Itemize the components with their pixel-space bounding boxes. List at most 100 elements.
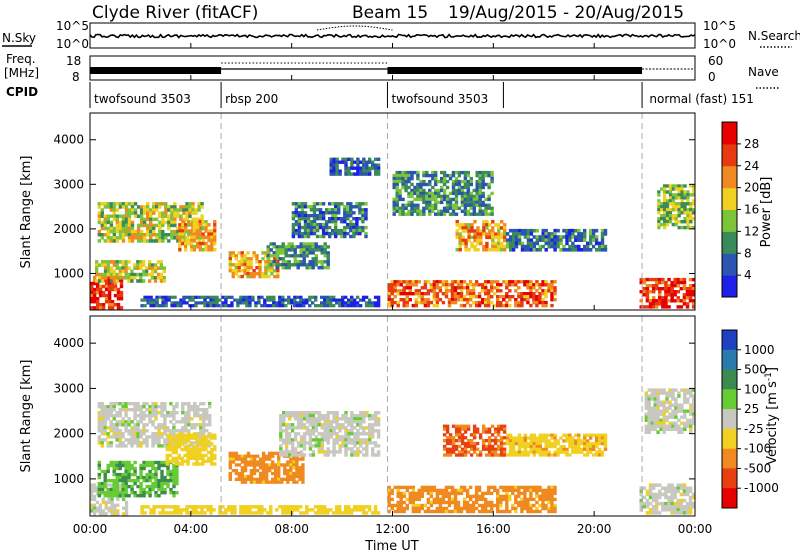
heatmap-cell (514, 289, 518, 293)
heatmap-cell (505, 283, 509, 287)
heatmap-cell (419, 209, 423, 213)
heatmap-cell (591, 232, 596, 236)
heatmap-cell (514, 241, 519, 246)
heatmap-cell (441, 497, 446, 502)
heatmap-cell (468, 280, 473, 284)
heatmap-cell (302, 254, 306, 258)
heatmap-cell (490, 450, 495, 454)
heatmap-cell (151, 420, 155, 424)
heatmap-cell (302, 447, 307, 451)
heatmap-cell (255, 257, 259, 261)
heatmap-cell (469, 200, 473, 205)
heatmap-cell (387, 491, 391, 496)
heatmap-cell (547, 488, 551, 493)
heatmap-cell (292, 466, 296, 470)
heatmap-cell (529, 303, 533, 308)
heatmap-cell (329, 435, 333, 439)
heatmap-cell (192, 244, 197, 249)
heatmap-cell (149, 295, 153, 299)
heatmap-cell (189, 223, 194, 227)
heatmap-cell (674, 222, 678, 227)
heatmap-cell (183, 436, 187, 440)
heatmap-cell (98, 303, 103, 307)
heatmap-cell (550, 494, 554, 499)
heatmap-cell (425, 203, 429, 207)
heatmap-cell (299, 304, 303, 308)
heatmap-cell (544, 445, 548, 449)
heatmap-cell (514, 303, 518, 308)
heatmap-cell (679, 305, 684, 309)
heatmap-cell (317, 411, 321, 415)
heatmap-cell (346, 211, 350, 215)
heatmap-cell (365, 163, 369, 167)
heatmap-cell (317, 248, 321, 252)
heatmap-cell (163, 429, 167, 433)
heatmap-cell (550, 488, 554, 493)
heatmap-cell (664, 290, 668, 294)
heatmap-cell (300, 231, 305, 236)
heatmap-cell (277, 474, 281, 479)
heatmap-cell (97, 435, 101, 439)
heatmap-cell (166, 484, 170, 489)
heatmap-cell (300, 205, 305, 209)
heatmap-cell (437, 188, 441, 193)
heatmap-cell (118, 272, 122, 277)
heatmap-cell (413, 197, 417, 202)
heatmap-cell (161, 214, 165, 218)
heatmap-cell (682, 293, 687, 297)
heatmap-cell (278, 298, 282, 302)
heatmap-cell (190, 408, 194, 412)
heatmap-cell (663, 184, 667, 188)
heatmap-cell (343, 234, 347, 239)
heatmap-cell (517, 494, 521, 499)
heatmap-cell (115, 260, 119, 264)
heatmap-cell (523, 235, 528, 239)
heatmap-cell (393, 283, 397, 287)
heatmap-cell (676, 290, 680, 294)
heatmap-cell (371, 414, 375, 418)
heatmap-cell (174, 448, 178, 452)
heatmap-cell (484, 500, 488, 505)
heatmap-cell (346, 222, 350, 227)
heatmap-cell (484, 509, 488, 514)
heatmap-cell (423, 280, 428, 284)
heatmap-cell (295, 474, 299, 479)
heatmap-cell (103, 469, 107, 474)
heatmap-cell (689, 208, 693, 212)
heatmap-cell (252, 463, 257, 467)
heatmap-cell (290, 453, 295, 457)
heatmap-cell (505, 453, 510, 457)
heatmap-cell (464, 241, 468, 246)
heatmap-cell (334, 217, 338, 221)
heatmap-cell (248, 295, 252, 299)
heatmap-cell (261, 460, 266, 464)
heatmap-cell (297, 234, 302, 239)
heatmap-cell (115, 429, 119, 433)
heatmap-cell (481, 286, 485, 290)
heatmap-cell (106, 202, 110, 206)
heatmap-cell (682, 296, 687, 300)
heatmap-cell (529, 442, 534, 446)
heatmap-cell (660, 222, 664, 227)
heatmap-cell (314, 429, 319, 433)
heatmap-cell (161, 304, 165, 308)
heatmap-cell (553, 488, 557, 493)
heatmap-cell (118, 226, 123, 231)
heatmap-cell (429, 494, 434, 499)
heatmap-cell (290, 245, 294, 249)
heatmap-cell (195, 220, 199, 224)
heatmap-cell (296, 254, 300, 258)
heatmap-cell (490, 280, 494, 284)
heatmap-cell (583, 228, 587, 233)
heatmap-cell (365, 432, 369, 436)
heatmap-cell (276, 269, 280, 273)
heatmap-cell (353, 420, 357, 424)
heatmap-cell (93, 306, 97, 310)
heatmap-cell (532, 300, 536, 305)
heatmap-cell (106, 491, 110, 495)
heatmap-cell (192, 445, 196, 449)
heatmap-cell (277, 480, 281, 484)
heatmap-cell (494, 235, 498, 240)
heatmap-cell (541, 503, 545, 508)
heatmap-cell (642, 505, 647, 509)
